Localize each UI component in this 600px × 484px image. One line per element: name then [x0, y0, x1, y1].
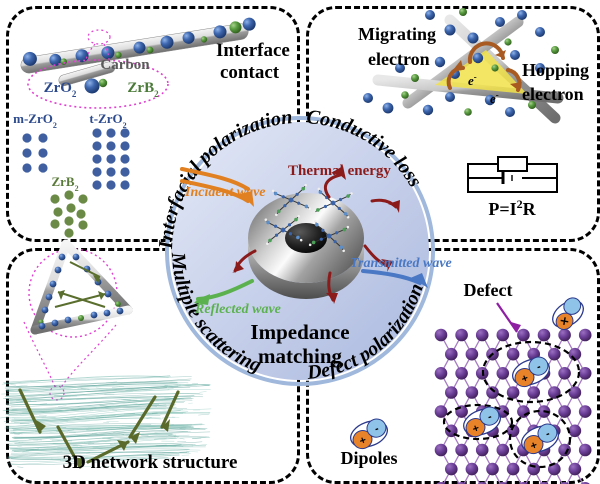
svg-text:Transmitted wave: Transmitted wave — [350, 256, 452, 271]
svg-text:Impedance: Impedance — [250, 320, 349, 344]
svg-text:matching: matching — [258, 344, 343, 368]
svg-text:Thermal energy: Thermal energy — [288, 163, 391, 179]
svg-text:Incident wave: Incident wave — [184, 185, 266, 200]
svg-text:Reflected wave: Reflected wave — [194, 302, 281, 317]
